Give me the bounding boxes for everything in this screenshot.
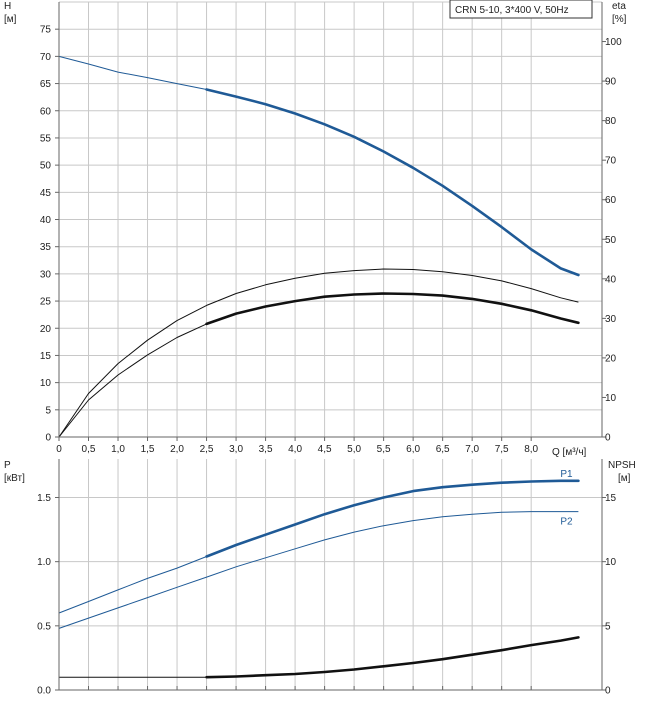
top-right-tick-label: 90: [605, 77, 617, 88]
top-left-tick-label: 5: [45, 405, 51, 416]
legend-text: CRN 5-10, 3*400 V, 50Hz: [455, 5, 569, 16]
top-series-1-thick-line: [207, 294, 579, 324]
head-efficiency-chart: 0 5 10 15 20 25 30 35 40 45 50 55 60 65 70 75 0 10 20 30 40 5…: [4, 0, 627, 458]
top-x-tick-label: 6,5: [436, 444, 450, 455]
top-left-tick-label: 15: [40, 351, 52, 362]
top-x-tick-label: 4,0: [288, 444, 302, 455]
bottom-right-axis-label-line2: [м]: [618, 473, 631, 484]
top-series-1-thin-line: [59, 294, 578, 438]
bottom-left-tick-label: 1.5: [37, 493, 51, 504]
top-x-tick-label: 5,5: [377, 444, 391, 455]
top-right-tick-label: 10: [605, 393, 617, 404]
top-right-tick-label: 100: [605, 37, 622, 48]
top-left-tick-label: 55: [40, 133, 52, 144]
top-left-axis-label-line2: [м]: [4, 14, 17, 25]
bottom-series-0-label: P1: [560, 469, 573, 480]
top-x-axis-label: Q [м³/ч]: [552, 447, 587, 458]
top-x-tick-label: 0,5: [82, 444, 96, 455]
top-left-tick-label: 60: [40, 106, 52, 117]
top-x-tick-label: 4,5: [318, 444, 332, 455]
top-right-axis-label-line2: [%]: [612, 14, 627, 25]
top-left-tick-label: 50: [40, 161, 52, 172]
bottom-right-tick-label: 5: [605, 621, 611, 632]
top-right-tick-label: 60: [605, 195, 617, 206]
top-series-2-thin-line: [59, 269, 578, 437]
bottom-axes: [59, 459, 602, 690]
bottom-left-axis-label-line2: [кВт]: [4, 473, 25, 484]
bottom-ticks: 0.0 0.5 1.0 1.5 0 5 10 15: [37, 493, 616, 697]
top-x-tick-label: 3,0: [229, 444, 243, 455]
top-left-axis-label-line1: H: [4, 1, 11, 12]
top-left-tick-label: 0: [45, 433, 51, 444]
top-left-tick-label: 45: [40, 188, 52, 199]
top-x-tick-label: 0: [56, 444, 62, 455]
top-left-tick-label: 10: [40, 378, 52, 389]
top-right-axis-label-line1: eta: [612, 1, 626, 12]
bottom-series-0-thick-line: [207, 481, 579, 557]
bottom-left-axis-label-line1: P: [4, 460, 11, 471]
top-left-tick-label: 20: [40, 324, 52, 335]
top-ticks: 0 5 10 15 20 25 30 35 40 45 50 55 60 65 70 75 0 10 20 30 40 5…: [40, 25, 622, 455]
top-x-tick-label: 5,0: [347, 444, 361, 455]
top-x-tick-label: 1,0: [111, 444, 125, 455]
bottom-right-axis-label-line1: NPSH: [608, 460, 636, 471]
bottom-right-tick-label: 0: [605, 686, 611, 697]
bottom-left-tick-label: 0.5: [37, 621, 51, 632]
bottom-grid: [59, 459, 602, 690]
bottom-series-1-thin-line: [59, 512, 578, 629]
top-x-tick-label: 7,5: [495, 444, 509, 455]
top-x-tick-label: 8,0: [524, 444, 538, 455]
top-left-tick-label: 25: [40, 297, 52, 308]
top-left-tick-label: 40: [40, 215, 52, 226]
bottom-series-0-thin-line: [59, 481, 578, 613]
bottom-series-1-label: P2: [560, 517, 573, 528]
top-grid: [59, 2, 602, 437]
top-right-tick-label: 50: [605, 235, 617, 246]
top-right-tick-label: 40: [605, 274, 617, 285]
top-left-tick-label: 75: [40, 25, 52, 36]
top-x-tick-label: 7,0: [465, 444, 479, 455]
bottom-left-tick-label: 1.0: [37, 557, 51, 568]
top-left-tick-label: 70: [40, 52, 52, 63]
top-series-0-thin-line: [59, 56, 578, 275]
top-right-tick-label: 30: [605, 314, 617, 325]
bottom-left-tick-label: 0.0: [37, 686, 51, 697]
bottom-series-group: P1 P2: [59, 469, 578, 677]
bottom-right-tick-label: 15: [605, 493, 617, 504]
top-right-tick-label: 20: [605, 353, 617, 364]
top-left-tick-label: 30: [40, 269, 52, 280]
top-right-tick-label: 0: [605, 433, 611, 444]
power-npsh-chart: P1 P2 0.0 0.5 1.0 1.5 0 5 10 15 P [кВт] NPSH [м]: [4, 459, 636, 697]
bottom-series-2-thick-line: [207, 637, 579, 677]
top-right-tick-label: 70: [605, 156, 617, 167]
top-left-tick-label: 65: [40, 79, 52, 90]
top-left-tick-label: 35: [40, 242, 52, 253]
top-x-tick-label: 2,5: [200, 444, 214, 455]
legend-box: CRN 5-10, 3*400 V, 50Hz: [450, 0, 592, 18]
bottom-right-tick-label: 10: [605, 557, 617, 568]
top-x-tick-label: 3,5: [259, 444, 273, 455]
top-x-tick-label: 2,0: [170, 444, 184, 455]
top-x-tick-label: 1,5: [141, 444, 155, 455]
top-x-tick-label: 6,0: [406, 444, 420, 455]
top-right-tick-label: 80: [605, 116, 617, 127]
